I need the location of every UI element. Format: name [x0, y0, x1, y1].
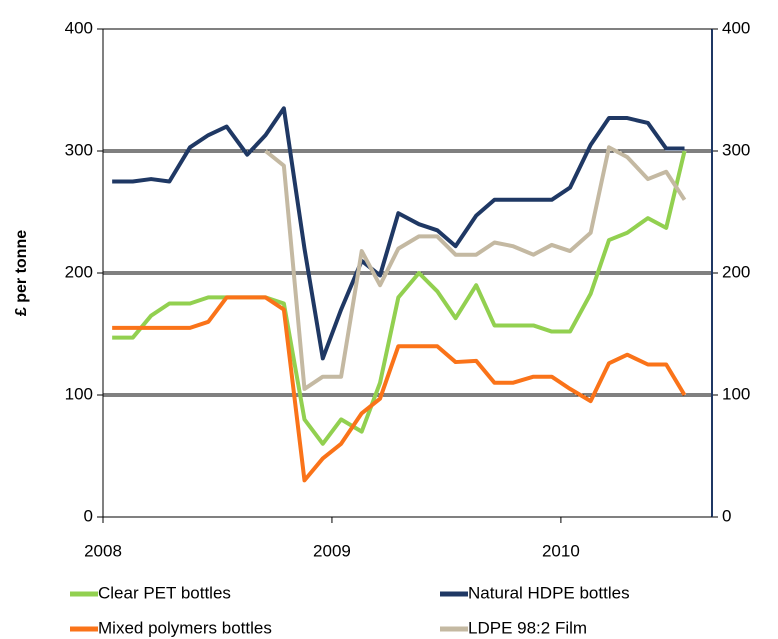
y2-tick-label: 100: [722, 384, 750, 403]
series-line: [112, 106, 685, 361]
y-axis-label: £ per tonne: [13, 230, 30, 316]
legend-label: Clear PET bottles: [98, 583, 231, 602]
y-tick-label: 400: [65, 18, 93, 37]
legend-label: Mixed polymers bottles: [98, 618, 272, 637]
legend-label: Natural HDPE bottles: [468, 583, 630, 602]
series-line: [264, 145, 687, 391]
x-tick-label: 2008: [84, 541, 122, 560]
y-tick-label: 300: [65, 140, 93, 159]
y2-tick-label: 200: [722, 262, 750, 281]
y2-tick-label: 0: [722, 506, 731, 525]
x-tick-label: 2010: [542, 541, 580, 560]
y2-tick-label: 300: [722, 140, 750, 159]
y2-tick-label: 400: [722, 18, 750, 37]
y-tick-label: 100: [65, 384, 93, 403]
series-line: [112, 150, 687, 446]
x-tick-label: 2009: [313, 541, 351, 560]
series-line: [112, 295, 687, 483]
y-tick-label: 200: [65, 262, 93, 281]
y-tick-label: 0: [84, 506, 93, 525]
legend-label: LDPE 98:2 Film: [468, 618, 587, 637]
